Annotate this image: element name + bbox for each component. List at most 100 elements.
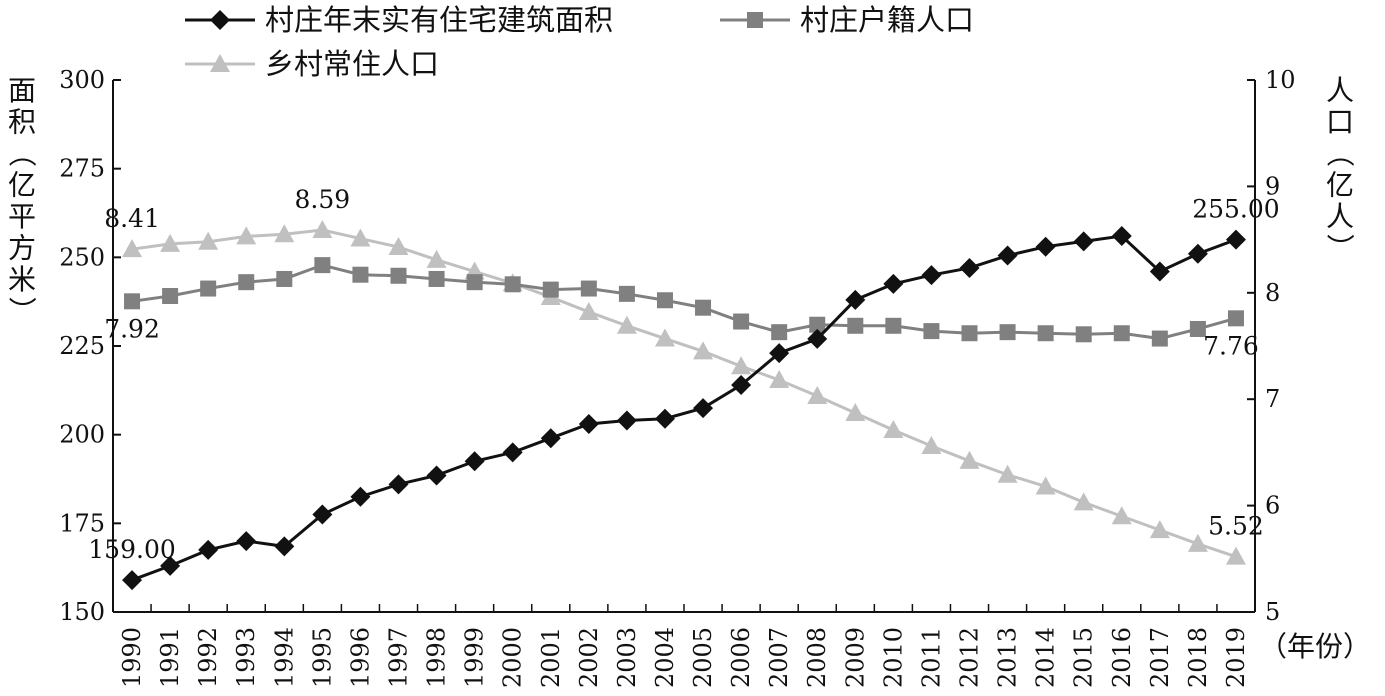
data-point (426, 249, 447, 268)
legend-item: 村庄年末实有住宅建筑面积 (185, 3, 613, 37)
data-point (771, 324, 788, 341)
data-point (654, 328, 675, 347)
data-label: 255.00 (1192, 195, 1279, 224)
left-axis-title-char: ） (5, 296, 38, 324)
data-point (769, 343, 790, 364)
data-point (1037, 325, 1054, 342)
data-point (693, 341, 714, 360)
right-axis-title-char: 人 (1326, 200, 1354, 233)
left-axis-title-char: 积 (8, 106, 36, 139)
data-point (1113, 325, 1130, 342)
data-label: 8.41 (104, 204, 160, 233)
data-point (276, 270, 293, 287)
right-axis-title-char: （ (1323, 139, 1356, 167)
data-point (236, 531, 257, 552)
data-point (1189, 320, 1206, 337)
left-tick-label: 225 (59, 332, 105, 360)
left-axis-title-char: （ (5, 139, 38, 167)
x-tick-label: 2015 (1070, 627, 1098, 688)
data-point (1151, 330, 1168, 347)
data-point (618, 285, 635, 302)
x-tick-label: 2016 (1108, 627, 1136, 688)
right-axis-title-char: ） (1323, 233, 1356, 261)
data-point (959, 450, 980, 469)
x-tick-label: 2007 (765, 627, 793, 688)
data-point (847, 317, 864, 334)
data-point (464, 451, 485, 472)
data-point (426, 465, 447, 486)
data-point (695, 299, 712, 316)
right-tick-label: 6 (1265, 492, 1280, 520)
data-point (388, 474, 409, 495)
data-point (200, 280, 217, 297)
x-tick-label: 1998 (423, 627, 451, 688)
data-point (1035, 476, 1056, 495)
left-axis-title-char: 方 (8, 232, 36, 265)
x-tick-label: 1992 (194, 627, 222, 688)
x-tick-label: 2018 (1184, 627, 1212, 688)
data-point (504, 276, 521, 293)
right-tick-label: 10 (1265, 66, 1296, 94)
data-point (1111, 226, 1132, 247)
x-tick-label: 2004 (651, 627, 679, 688)
left-tick-label: 150 (59, 598, 105, 626)
series-line (131, 228, 1237, 559)
right-tick-label: 8 (1265, 279, 1280, 307)
data-point (1227, 310, 1244, 327)
data-point (122, 570, 143, 591)
x-tick-label: 2003 (613, 627, 641, 688)
data-label: 159.00 (88, 535, 175, 564)
series-line (131, 263, 1237, 341)
data-point (1111, 506, 1132, 525)
data-point (883, 273, 904, 294)
data-point (921, 436, 942, 455)
x-tick-label: 2017 (1146, 627, 1174, 688)
x-tick-label: 1990 (118, 627, 146, 688)
data-point (578, 301, 599, 320)
legend-item: 村庄户籍人口 (720, 3, 974, 37)
legend-marker (210, 10, 230, 30)
data-point (502, 442, 523, 463)
data-point (809, 316, 826, 333)
data-point (654, 408, 675, 429)
data-point (350, 228, 371, 247)
data-point (312, 504, 333, 525)
data-point (540, 428, 561, 449)
left-tick-label: 300 (59, 66, 105, 94)
data-point (466, 274, 483, 291)
right-axis-title-char: 人 (1326, 74, 1354, 107)
legend-marker (210, 54, 230, 72)
series-diamond (122, 226, 1246, 591)
data-point (961, 325, 978, 342)
x-tick-label: 2006 (727, 627, 755, 688)
x-tick-label: 2011 (917, 627, 945, 688)
data-point (885, 317, 902, 334)
x-tick-label: 2009 (841, 627, 869, 688)
series-line (131, 234, 1237, 582)
data-point (580, 280, 597, 297)
legend-label: 乡村常住人口 (265, 47, 439, 81)
data-point (312, 220, 333, 239)
data-point (1073, 492, 1094, 511)
data-point (314, 257, 331, 274)
data-point (923, 323, 940, 340)
data-label: 5.52 (1208, 512, 1264, 541)
x-tick-label: 1999 (461, 627, 489, 688)
legend-marker (747, 12, 763, 28)
x-tick-label: 2000 (499, 627, 527, 688)
data-point (1187, 243, 1208, 264)
data-point (274, 224, 295, 243)
right-axis-title-char: 口 (1326, 106, 1354, 139)
data-point (733, 313, 750, 330)
legend-label: 村庄年末实有住宅建筑面积 (265, 3, 613, 37)
left-axis-title-char: 米 (8, 263, 36, 296)
x-tick-label: 2002 (575, 627, 603, 688)
data-point (883, 420, 904, 439)
data-point (999, 324, 1016, 341)
data-point (160, 233, 181, 252)
data-point (1225, 546, 1246, 565)
data-point (731, 356, 752, 375)
left-axis-title-char: 平 (8, 200, 36, 233)
data-label: 8.59 (295, 185, 351, 214)
